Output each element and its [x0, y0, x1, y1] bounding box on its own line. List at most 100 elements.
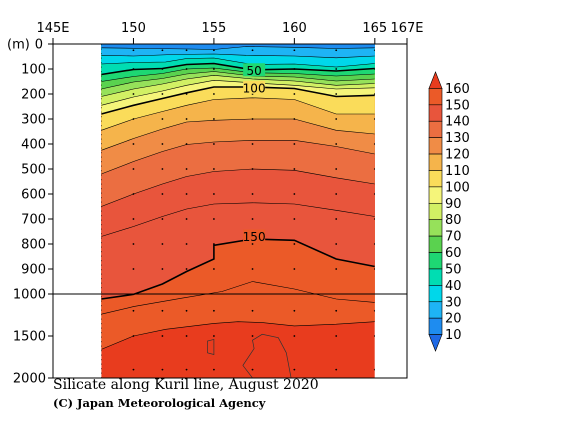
station-sample-dot [335, 243, 338, 245]
x-tick-label: 155 [201, 21, 226, 36]
station-sample-dot [213, 143, 215, 145]
contour-line-145 [101, 202, 375, 237]
station-sample-dot [293, 368, 296, 371]
station-sample-dot [132, 168, 135, 170]
station-sample-dot [185, 268, 188, 270]
y-tick-label: 500 [21, 163, 46, 178]
station-sample-dot [373, 49, 375, 52]
colorbar-bottom-triangle [428, 334, 443, 352]
station-sample-dot [293, 268, 296, 270]
contour-line-30 [101, 53, 375, 59]
contour-line-20 [101, 46, 375, 50]
station-sample-dot [251, 309, 254, 312]
station-sample-dot [373, 118, 375, 120]
colorbar-swatch [428, 202, 443, 221]
contour-label-50: 50 [246, 64, 261, 78]
station-sample-dot [132, 118, 135, 120]
station-sample-dot [251, 218, 254, 220]
station-sample-dot [293, 309, 296, 312]
copyright-notice: (C) Japan Meteorological Agency [53, 396, 266, 410]
station-sample-dot [213, 268, 215, 270]
x-tick-label: 150 [121, 21, 146, 36]
station-sample-dot [185, 118, 188, 120]
contour-line-80 [101, 74, 375, 97]
station-sample-dot [185, 309, 188, 312]
y-tick-label: 200 [21, 88, 46, 103]
colorbar-swatch [428, 170, 443, 188]
contour-label-150: 150 [243, 230, 266, 244]
colorbar-tick-label: 130 [445, 131, 470, 146]
y-tick-label: 100 [21, 63, 46, 78]
station-sample-dot [161, 118, 164, 120]
x-tick-label: 160 [282, 21, 307, 36]
colorbar-tick-label: 40 [445, 279, 462, 294]
station-sample-dot [335, 268, 338, 270]
station-sample-dot [335, 68, 338, 70]
station-sample-dot [335, 93, 338, 95]
station-sample-dot [373, 68, 375, 70]
y-tick-label: 2000 [13, 372, 46, 387]
colorbar-tick-label: 30 [445, 295, 462, 310]
station-sample-dot [251, 193, 254, 195]
station-sample-dot [213, 93, 215, 95]
colorbar-tick-label: 70 [445, 230, 462, 245]
station-sample-dot [293, 49, 296, 52]
x-tick-label: 145E [36, 21, 69, 36]
station-sample-dot [185, 193, 188, 195]
contour-line-70 [101, 71, 375, 90]
contour-line-40 [101, 57, 375, 68]
contour-line-120 [101, 118, 375, 151]
station-sample-dot [213, 49, 215, 52]
colorbar-tick-label: 110 [445, 164, 470, 179]
y-tick-label: 1000 [13, 288, 46, 303]
station-sample-dot [132, 143, 135, 145]
station-sample-dot [185, 368, 188, 371]
colorbar-swatch [428, 285, 443, 303]
station-sample-dot [335, 193, 338, 195]
station-sample-dot [161, 93, 164, 95]
station-sample-dot [293, 335, 296, 337]
station-sample-dot [251, 143, 254, 145]
station-sample-dot [132, 309, 135, 312]
colorbar-swatch [428, 120, 443, 138]
station-sample-dot [373, 168, 375, 170]
station-sample-dot [251, 118, 254, 120]
station-sample-dot [293, 118, 296, 120]
colorbar-tick-label: 150 [445, 98, 470, 113]
contour-line-50 [101, 62, 375, 76]
station-sample-dot [161, 143, 164, 145]
station-sample-dot [213, 368, 215, 371]
station-sample-dot [185, 243, 188, 245]
station-sample-dot [293, 68, 296, 70]
station-sample-dot [161, 193, 164, 195]
axes: 145E 150 155 160 165 167E (m) 0 100 200 300 400 500 6… [7, 21, 424, 387]
station-sample-dot [161, 218, 164, 220]
station-sample-dot [373, 218, 375, 220]
colorbar-tick-label: 60 [445, 246, 462, 261]
contour-label-bg [243, 63, 266, 77]
station-sample-dot [213, 118, 215, 120]
station-sample-dot [251, 243, 254, 245]
chart-title: Silicate along Kuril line, August 2020 [53, 377, 319, 393]
colorbar-tick-label: 50 [445, 262, 462, 277]
contour-label-bg [243, 80, 266, 94]
station-sample-dot [185, 218, 188, 220]
station-sample-dot [213, 168, 215, 170]
colorbar-swatch [428, 186, 443, 204]
colorbar-swatch [428, 137, 443, 155]
station-sample-dot [213, 309, 215, 312]
station-sample-dot [185, 49, 188, 52]
station-sample-dot [293, 93, 296, 95]
station-sample-dot [373, 93, 375, 95]
y-tick-label: 900 [21, 263, 46, 278]
y-tick-label: 1500 [13, 330, 46, 345]
station-sample-dot [213, 193, 215, 195]
station-sample-dot [161, 335, 164, 337]
colorbar-tick-label: 160 [445, 82, 470, 97]
station-sample-dot [132, 93, 135, 95]
colorbar-swatch [428, 104, 443, 122]
station-sample-dot [161, 368, 164, 371]
plot-frame [52, 43, 408, 379]
